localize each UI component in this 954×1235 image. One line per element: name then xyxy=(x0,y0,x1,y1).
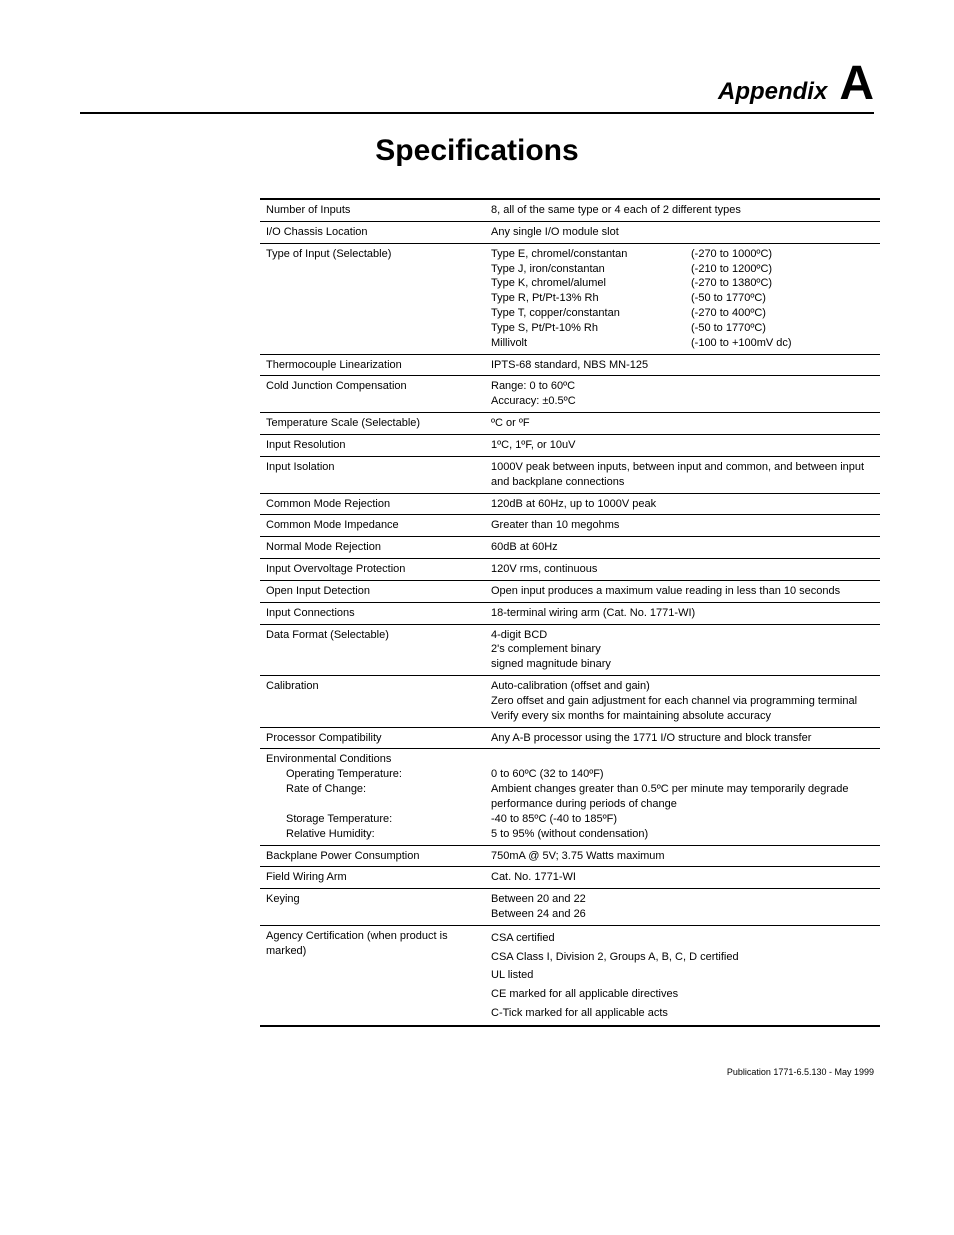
table-row: Thermocouple LinearizationIPTS-68 standa… xyxy=(260,354,880,376)
spec-value: Cat. No. 1771-WI xyxy=(485,867,880,889)
table-row: Data Format (Selectable)4-digit BCD2's c… xyxy=(260,624,880,676)
spec-label: Open Input Detection xyxy=(260,580,485,602)
spec-value: 1ºC, 1ºF, or 10uV xyxy=(485,434,880,456)
spec-value: IPTS-68 standard, NBS MN-125 xyxy=(485,354,880,376)
spec-value: 8, all of the same type or 4 each of 2 d… xyxy=(485,199,880,221)
spec-value: Greater than 10 megohms xyxy=(485,515,880,537)
spec-label: Input Isolation xyxy=(260,456,485,493)
publication-footer: Publication 1771-6.5.130 - May 1999 xyxy=(80,1067,874,1077)
spec-value: Open input produces a maximum value read… xyxy=(485,580,880,602)
spec-value: CSA certifiedCSA Class I, Division 2, Gr… xyxy=(485,925,880,1026)
spec-value: 60dB at 60Hz xyxy=(485,537,880,559)
spec-label: Common Mode Rejection xyxy=(260,493,485,515)
spec-label: Calibration xyxy=(260,676,485,728)
table-row: Temperature Scale (Selectable)ºC or ºF xyxy=(260,413,880,435)
table-row: Input Resolution1ºC, 1ºF, or 10uV xyxy=(260,434,880,456)
spec-value: 1000V peak between inputs, between input… xyxy=(485,456,880,493)
table-row: Number of Inputs8, all of the same type … xyxy=(260,199,880,221)
table-row: I/O Chassis LocationAny single I/O modul… xyxy=(260,221,880,243)
spec-value: Type E, chromel/constantanType J, iron/c… xyxy=(485,243,880,354)
spec-value: 120V rms, continuous xyxy=(485,559,880,581)
spec-label: Input Resolution xyxy=(260,434,485,456)
table-row: KeyingBetween 20 and 22Between 24 and 26 xyxy=(260,889,880,926)
table-row: CalibrationAuto-calibration (offset and … xyxy=(260,676,880,728)
appendix-letter: A xyxy=(839,60,874,108)
spec-label: Cold Junction Compensation xyxy=(260,376,485,413)
header-section: Appendix A xyxy=(80,60,874,114)
spec-label: Type of Input (Selectable) xyxy=(260,243,485,354)
table-row: Cold Junction CompensationRange: 0 to 60… xyxy=(260,376,880,413)
spec-value: 18-terminal wiring arm (Cat. No. 1771-WI… xyxy=(485,602,880,624)
spec-label: Data Format (Selectable) xyxy=(260,624,485,676)
spec-value: 0 to 60ºC (32 to 140ºF)Ambient changes g… xyxy=(485,749,880,845)
table-row: Environmental ConditionsOperating Temper… xyxy=(260,749,880,845)
spec-value: Auto-calibration (offset and gain)Zero o… xyxy=(485,676,880,728)
spec-label: Keying xyxy=(260,889,485,926)
spec-value: Any A-B processor using the 1771 I/O str… xyxy=(485,727,880,749)
table-row: Backplane Power Consumption750mA @ 5V; 3… xyxy=(260,845,880,867)
table-row: Normal Mode Rejection60dB at 60Hz xyxy=(260,537,880,559)
spec-value: 4-digit BCD2's complement binarysigned m… xyxy=(485,624,880,676)
spec-label: Field Wiring Arm xyxy=(260,867,485,889)
spec-label: Number of Inputs xyxy=(260,199,485,221)
spec-value: Range: 0 to 60ºCAccuracy: ±0.5ºC xyxy=(485,376,880,413)
table-row: Common Mode ImpedanceGreater than 10 meg… xyxy=(260,515,880,537)
spec-value: Between 20 and 22Between 24 and 26 xyxy=(485,889,880,926)
table-row: Field Wiring ArmCat. No. 1771-WI xyxy=(260,867,880,889)
spec-value: 120dB at 60Hz, up to 1000V peak xyxy=(485,493,880,515)
spec-label: Agency Certification (when product is ma… xyxy=(260,925,485,1026)
spec-label: Environmental ConditionsOperating Temper… xyxy=(260,749,485,845)
table-row: Common Mode Rejection120dB at 60Hz, up t… xyxy=(260,493,880,515)
table-row: Input Overvoltage Protection120V rms, co… xyxy=(260,559,880,581)
spec-label: Temperature Scale (Selectable) xyxy=(260,413,485,435)
spec-label: Common Mode Impedance xyxy=(260,515,485,537)
spec-label: Thermocouple Linearization xyxy=(260,354,485,376)
table-row: Processor CompatibilityAny A-B processor… xyxy=(260,727,880,749)
page-title: Specifications xyxy=(80,134,874,168)
spec-label: Normal Mode Rejection xyxy=(260,537,485,559)
table-row: Agency Certification (when product is ma… xyxy=(260,925,880,1026)
specifications-table: Number of Inputs8, all of the same type … xyxy=(260,198,880,1027)
table-row: Open Input DetectionOpen input produces … xyxy=(260,580,880,602)
spec-value: 750mA @ 5V; 3.75 Watts maximum xyxy=(485,845,880,867)
spec-label: Input Connections xyxy=(260,602,485,624)
spec-label: I/O Chassis Location xyxy=(260,221,485,243)
spec-value: ºC or ºF xyxy=(485,413,880,435)
table-row: Input Connections18-terminal wiring arm … xyxy=(260,602,880,624)
appendix-label: Appendix xyxy=(718,78,827,106)
table-row: Type of Input (Selectable)Type E, chrome… xyxy=(260,243,880,354)
spec-label: Backplane Power Consumption xyxy=(260,845,485,867)
table-row: Input Isolation1000V peak between inputs… xyxy=(260,456,880,493)
spec-label: Input Overvoltage Protection xyxy=(260,559,485,581)
spec-value: Any single I/O module slot xyxy=(485,221,880,243)
spec-label: Processor Compatibility xyxy=(260,727,485,749)
